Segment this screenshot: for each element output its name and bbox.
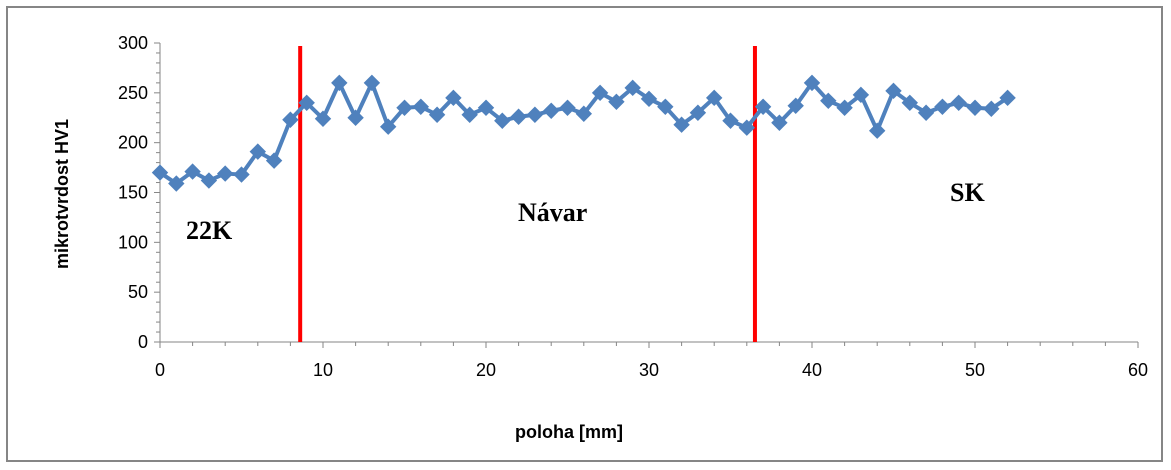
data-point — [836, 99, 853, 116]
data-point — [705, 89, 723, 107]
data-point — [396, 99, 413, 116]
data-point — [510, 108, 527, 125]
chart-frame: 0 50 100 150 200 250 300 0 10 20 30 40 50 60 poloha [… — [6, 6, 1163, 462]
data-point — [640, 90, 658, 108]
y-tick-label: 250 — [118, 83, 148, 103]
data-point — [184, 163, 201, 180]
axis-ticks: 0 50 100 150 200 250 300 0 10 20 30 40 50 60 — [118, 33, 1148, 380]
data-point — [461, 106, 478, 123]
data-point — [494, 112, 511, 129]
data-point — [412, 98, 430, 115]
y-axis-title: mikrotvrdost HV1 — [52, 119, 72, 269]
chart: 0 50 100 150 200 250 300 0 10 20 30 40 50 60 poloha [… — [52, 33, 1148, 442]
data-point — [966, 99, 984, 116]
x-tick-label: 0 — [155, 360, 165, 380]
region-boundaries — [298, 46, 757, 342]
data-point — [249, 143, 267, 160]
data-point — [852, 86, 870, 104]
y-tick-label: 0 — [138, 332, 148, 352]
y-tick-label: 50 — [128, 282, 148, 302]
y-tick-label: 100 — [118, 232, 148, 252]
data-point — [233, 166, 250, 183]
data-point — [885, 82, 902, 100]
data-point — [216, 165, 234, 182]
data-point — [624, 79, 641, 97]
data-point — [363, 74, 381, 92]
data-series — [151, 74, 1016, 192]
y-tick-label: 200 — [118, 133, 148, 153]
y-tick-label: 300 — [118, 33, 148, 53]
data-point — [754, 98, 772, 115]
data-point — [265, 152, 283, 169]
x-tick-label: 40 — [802, 360, 822, 380]
data-point — [200, 172, 218, 189]
x-tick-label: 50 — [965, 360, 985, 380]
data-point — [591, 84, 609, 102]
data-point — [673, 116, 690, 133]
data-point — [787, 97, 804, 114]
data-point — [428, 106, 446, 123]
data-point — [298, 94, 315, 112]
data-point — [559, 99, 576, 116]
data-point — [282, 111, 299, 128]
data-point — [820, 92, 837, 110]
x-tick-label: 20 — [476, 360, 496, 380]
x-tick-label: 30 — [639, 360, 659, 380]
data-point — [542, 102, 560, 119]
data-point — [445, 89, 462, 107]
axes — [159, 43, 1138, 343]
data-point — [477, 99, 495, 116]
x-tick-label: 10 — [313, 360, 333, 380]
data-point — [151, 164, 169, 181]
data-point — [689, 104, 707, 121]
data-point — [331, 74, 348, 92]
data-point — [771, 114, 788, 131]
data-point — [379, 118, 397, 135]
y-tick-label: 150 — [118, 183, 148, 203]
data-point — [608, 93, 625, 111]
region-label-navar: Návar — [518, 198, 587, 227]
data-point — [575, 105, 593, 122]
data-point — [168, 175, 185, 192]
data-point — [803, 74, 821, 92]
data-point — [934, 98, 951, 115]
data-point — [657, 98, 674, 115]
x-tick-label: 60 — [1128, 360, 1148, 380]
x-axis-title: poloha [mm] — [515, 422, 623, 442]
data-point — [868, 122, 886, 139]
data-point — [722, 112, 739, 129]
data-point — [738, 119, 756, 136]
region-label-22k: 22K — [186, 216, 233, 245]
data-point — [950, 94, 967, 112]
region-label-sk: SK — [950, 178, 985, 207]
data-point — [901, 94, 919, 112]
data-point — [347, 109, 364, 126]
data-point — [314, 110, 332, 127]
data-point — [917, 104, 935, 121]
data-point — [983, 100, 1000, 117]
data-point — [999, 89, 1016, 107]
data-point — [526, 106, 544, 123]
